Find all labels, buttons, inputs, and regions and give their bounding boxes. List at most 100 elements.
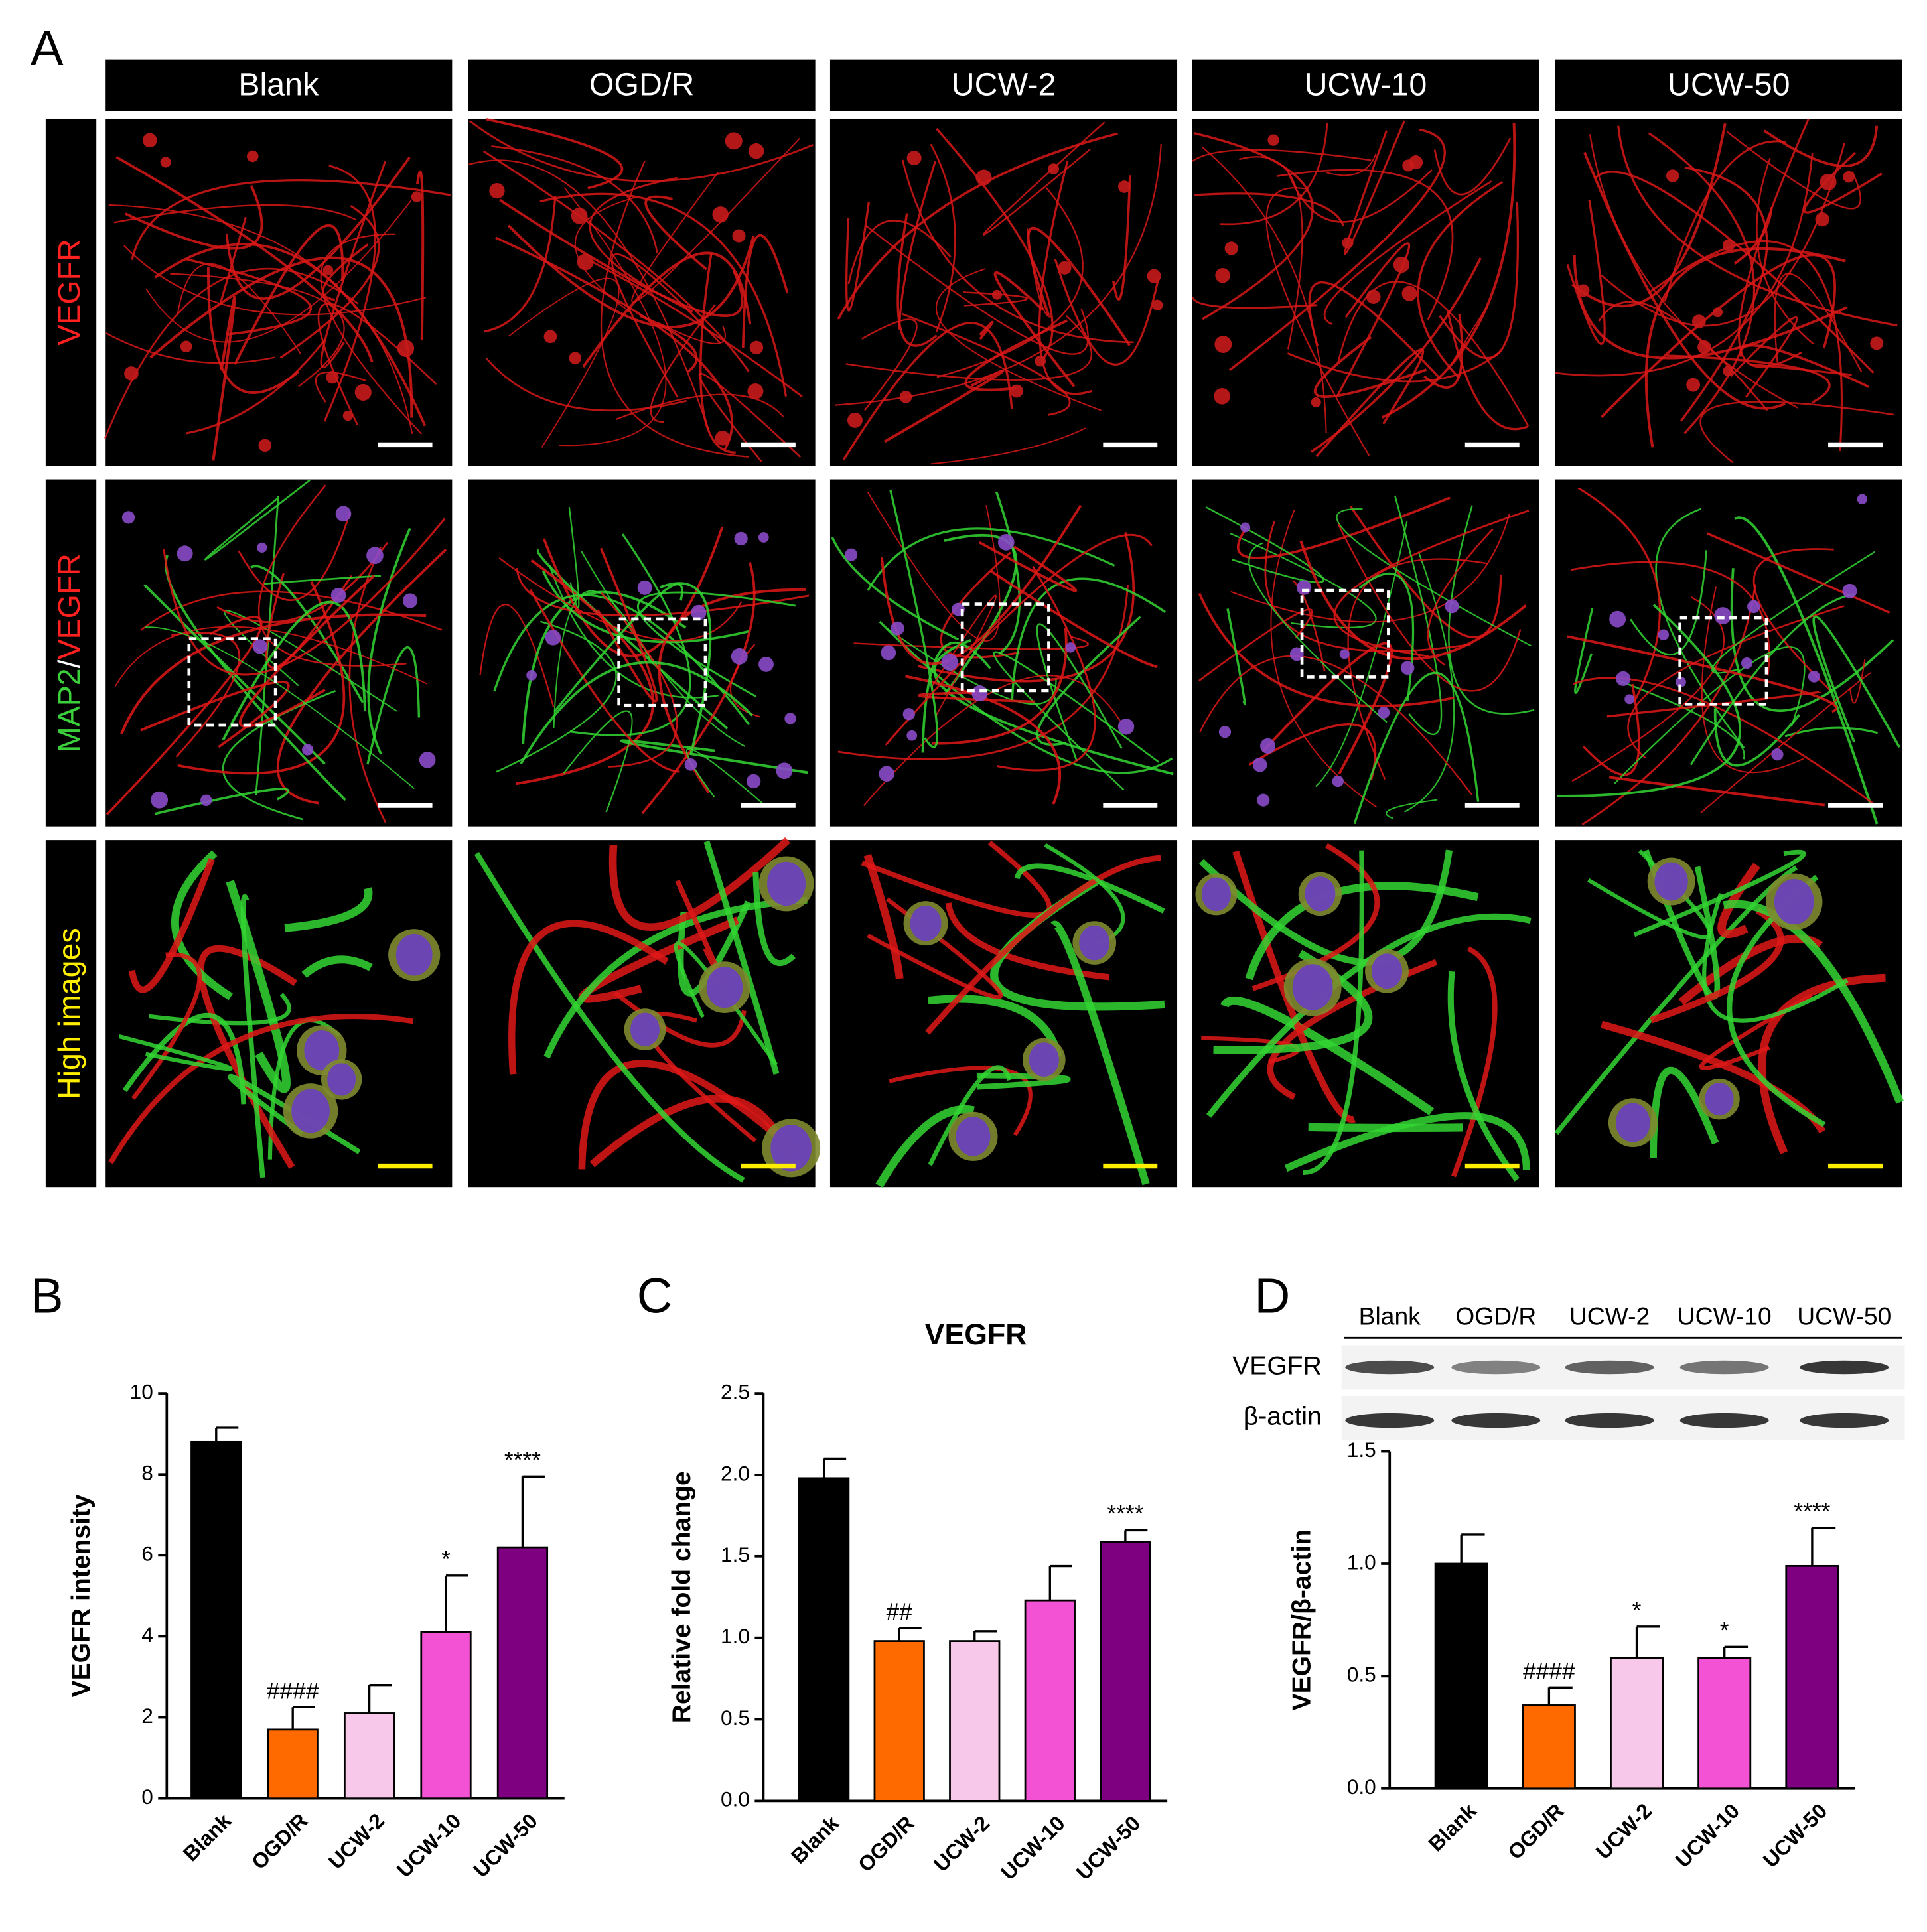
neurite	[163, 518, 446, 676]
neurite	[170, 273, 345, 387]
bar	[1610, 1657, 1664, 1790]
panel-letter: A	[31, 21, 64, 76]
cell-body	[411, 191, 423, 202]
neurite	[1648, 132, 1756, 435]
neurite	[1230, 514, 1510, 623]
neurite	[520, 661, 754, 765]
nucleus	[395, 933, 433, 976]
nucleus	[910, 905, 942, 941]
y-tick-label: 6	[141, 1542, 153, 1566]
neurite	[1763, 125, 1879, 167]
significance-label: ****	[1107, 1501, 1143, 1527]
neurite	[889, 489, 939, 748]
row-label: VEGFR	[52, 239, 86, 345]
cell-body	[1010, 384, 1023, 398]
cell-body	[941, 654, 958, 671]
nucleus	[304, 1030, 340, 1071]
neurite	[154, 243, 427, 427]
micrograph	[468, 837, 821, 1188]
bar	[420, 1631, 472, 1800]
neurite	[837, 132, 1118, 320]
neurite	[1849, 659, 1866, 704]
neurite	[918, 532, 1135, 683]
row-label-part: High images	[52, 928, 86, 1099]
neurite	[1248, 542, 1388, 723]
neurite	[610, 253, 721, 398]
neurite	[366, 646, 421, 765]
neurite	[1699, 993, 1813, 1070]
neurite	[997, 565, 1096, 772]
cell-body	[577, 253, 594, 271]
neurite	[1199, 655, 1472, 795]
column-header-label: UCW-50	[1668, 66, 1790, 102]
neurite	[863, 675, 1121, 807]
significance-label: *	[1632, 1598, 1642, 1623]
micrograph	[1192, 118, 1539, 466]
nucleus	[1371, 953, 1403, 989]
neurite	[936, 127, 1054, 360]
neurite	[853, 636, 1090, 650]
neurite	[1226, 608, 1246, 705]
cell-body	[354, 383, 372, 401]
cell-body	[971, 685, 988, 702]
neurite	[186, 258, 313, 336]
x-tick-label: Blank	[178, 1809, 236, 1866]
bar	[1697, 1657, 1752, 1790]
significance-label: *	[1720, 1618, 1729, 1643]
cell-body	[1857, 494, 1867, 504]
neurite	[845, 314, 1093, 381]
cell-body	[1065, 642, 1076, 653]
bar	[1100, 1541, 1151, 1802]
neurite	[574, 196, 636, 314]
x-tick-label: UCW-50	[1758, 1799, 1832, 1872]
neurite	[212, 295, 236, 461]
cell-body	[1870, 336, 1884, 350]
neurite	[1726, 131, 1861, 210]
cell-body	[1714, 607, 1732, 625]
x-tick-label: UCW-10	[1670, 1799, 1744, 1872]
cell-body	[1445, 599, 1459, 614]
cell-body	[1257, 794, 1270, 807]
cell-body	[725, 132, 743, 150]
neurite	[831, 537, 960, 641]
micrograph	[1555, 479, 1902, 827]
cell-body	[1771, 748, 1784, 761]
lane-label: UCW-50	[1797, 1302, 1891, 1330]
neurite	[901, 159, 1134, 344]
cell-body	[258, 439, 272, 452]
neurite	[496, 620, 617, 773]
row-label-part: MAP2	[52, 668, 86, 752]
neurite	[1287, 169, 1433, 223]
neurite	[867, 492, 1001, 642]
y-tick-label: 1.0	[1347, 1550, 1376, 1574]
neurite	[483, 196, 557, 333]
cell-body	[715, 430, 731, 446]
cell-body	[1842, 583, 1857, 598]
micrograph	[105, 479, 453, 827]
neurite	[1448, 505, 1535, 715]
column-header	[468, 59, 816, 111]
cell-body	[1400, 661, 1415, 675]
row-label: MAP2/VEGFR	[52, 553, 86, 752]
cell-body	[160, 157, 171, 168]
nucleus	[291, 1089, 330, 1133]
nucleus	[1201, 877, 1231, 912]
micrograph-bg	[468, 118, 816, 466]
cell-body	[489, 182, 505, 199]
neurite	[1228, 128, 1446, 372]
micrograph	[468, 117, 816, 466]
neurite	[1284, 1112, 1530, 1172]
cell-body	[1697, 340, 1711, 354]
neurite	[1689, 593, 1855, 766]
neurite	[1738, 118, 1810, 368]
cell-body	[151, 791, 169, 809]
neurite	[553, 590, 651, 728]
x-tick-label: UCW-50	[468, 1809, 542, 1882]
nucleus	[1305, 876, 1336, 912]
neurite	[108, 1014, 414, 1164]
row-label-part: VEGFR	[52, 239, 86, 345]
neurite	[885, 533, 1153, 746]
y-tick-label: 8	[141, 1461, 153, 1485]
micrograph	[829, 479, 1178, 827]
